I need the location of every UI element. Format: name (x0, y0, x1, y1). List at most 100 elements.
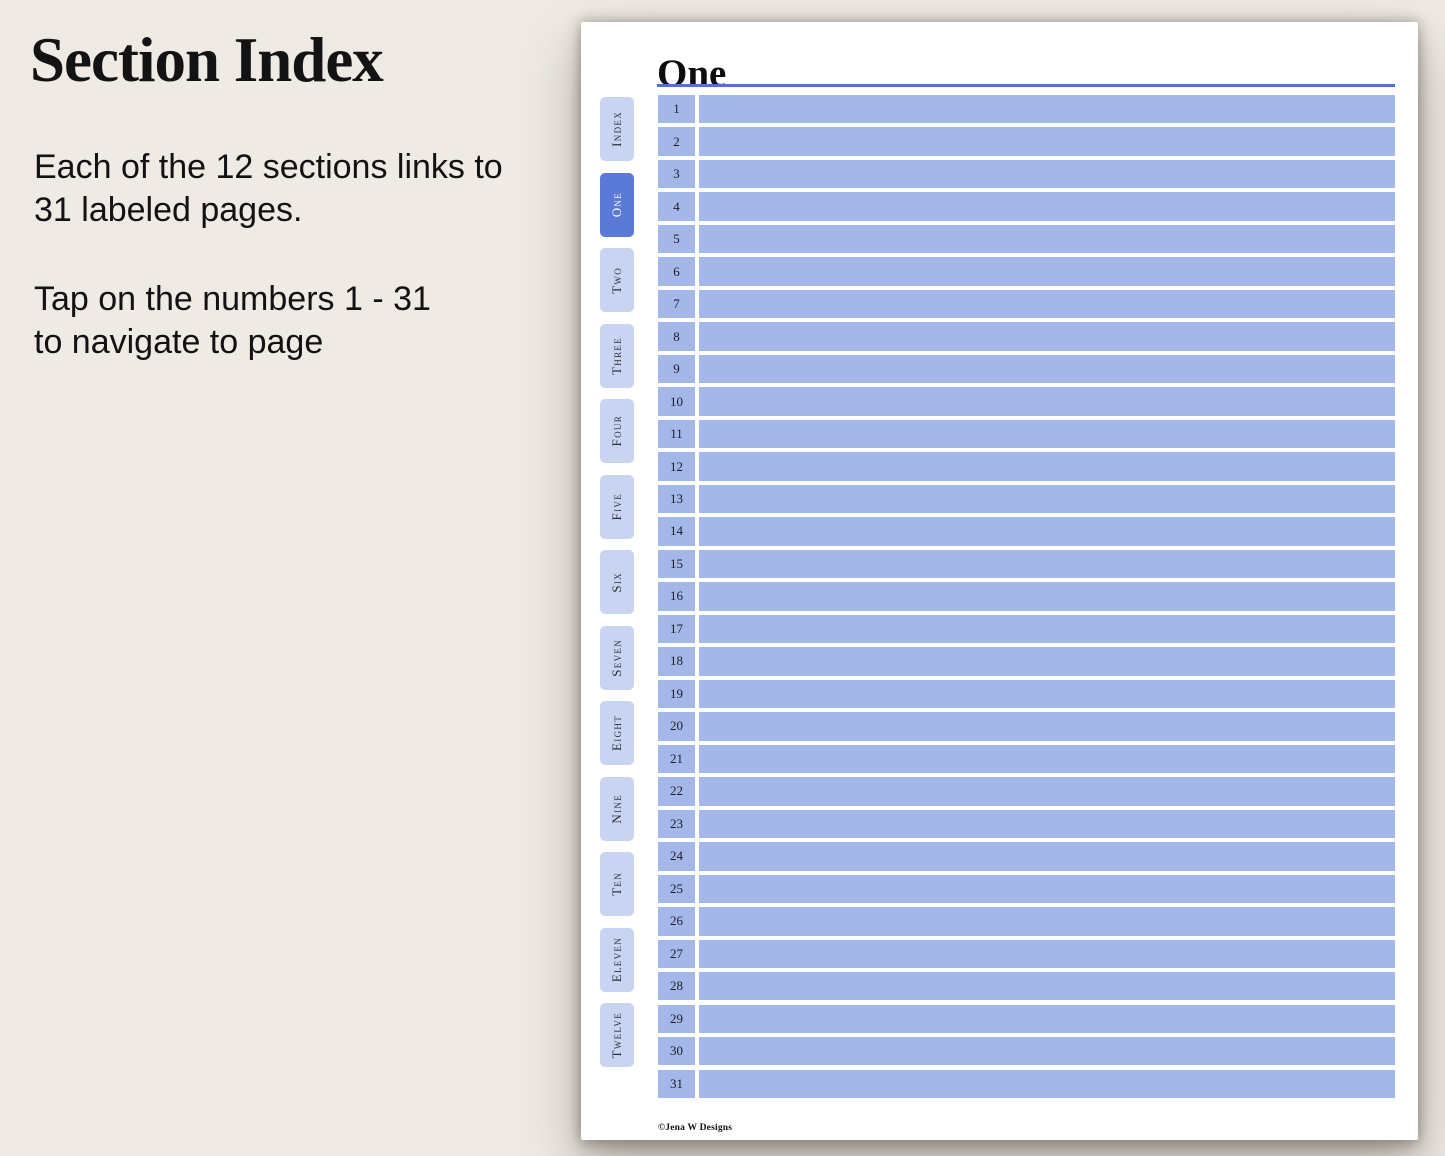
page-number-link[interactable]: 31 (658, 1069, 695, 1098)
tab-label: Four (609, 415, 624, 447)
page-number-link[interactable]: 19 (658, 679, 695, 709)
sidebar-tab-eight[interactable]: Eight (600, 701, 634, 765)
index-row: 4 (658, 192, 1395, 221)
page-number-link[interactable]: 20 (658, 712, 695, 741)
page-number-link[interactable]: 7 (658, 289, 695, 319)
row-label-bar (699, 224, 1395, 254)
sidebar-tab-two[interactable]: Two (600, 248, 634, 312)
row-label-bar (699, 744, 1395, 774)
sidebar-tab-seven[interactable]: Seven (600, 625, 634, 690)
page-number-link[interactable]: 3 (658, 159, 695, 189)
page-number-link[interactable]: 6 (658, 257, 695, 286)
index-row: 1 (658, 95, 1395, 124)
page-number-link[interactable]: 18 (658, 647, 695, 676)
page-number-link[interactable]: 16 (658, 582, 695, 611)
sidebar-tab-ten[interactable]: Ten (600, 852, 634, 916)
row-label-bar (699, 387, 1395, 416)
sidebar-tab-five[interactable]: Five (600, 474, 634, 539)
instruction-paragraph-2: Tap on the numbers 1 - 31 to navigate to… (34, 278, 431, 364)
tab-label: Three (609, 336, 624, 375)
index-row: 17 (658, 614, 1395, 644)
row-label-bar (699, 874, 1395, 904)
page-number-link[interactable]: 9 (658, 354, 695, 384)
page-number-link[interactable]: 14 (658, 517, 695, 546)
row-label-bar (699, 712, 1395, 741)
sidebar-tab-four[interactable]: Four (600, 399, 634, 463)
page-number-link[interactable]: 23 (658, 809, 695, 839)
page-number-link[interactable]: 26 (658, 907, 695, 936)
page-number-link[interactable]: 30 (658, 1037, 695, 1066)
index-row: 26 (658, 907, 1395, 936)
index-row: 9 (658, 354, 1395, 384)
row-label-bar (699, 419, 1395, 449)
row-label-bar (699, 1069, 1395, 1098)
page-number-link[interactable]: 25 (658, 874, 695, 904)
index-row: 12 (658, 452, 1395, 481)
index-row: 25 (658, 874, 1395, 904)
section-title: One (657, 52, 727, 95)
tab-label: Two (609, 266, 624, 294)
index-row: 19 (658, 679, 1395, 709)
index-row: 5 (658, 224, 1395, 254)
page-number-link[interactable]: 28 (658, 972, 695, 1001)
row-label-bar (699, 582, 1395, 611)
sidebar-tab-twelve[interactable]: Twelve (600, 1003, 634, 1067)
page-number-link[interactable]: 13 (658, 484, 695, 514)
title-divider (657, 84, 1395, 87)
index-row: 30 (658, 1037, 1395, 1066)
index-row: 11 (658, 419, 1395, 449)
row-label-bar (699, 322, 1395, 351)
index-row: 21 (658, 744, 1395, 774)
row-label-bar (699, 192, 1395, 221)
row-label-bar (699, 647, 1395, 676)
page-number-link[interactable]: 24 (658, 842, 695, 871)
tab-label: Seven (609, 638, 624, 677)
index-row: 13 (658, 484, 1395, 514)
index-row: 28 (658, 972, 1395, 1001)
sidebar-tab-three[interactable]: Three (600, 323, 634, 388)
row-label-bar (699, 484, 1395, 514)
page-number-link[interactable]: 4 (658, 192, 695, 221)
page-number-link[interactable]: 2 (658, 127, 695, 156)
tab-label: Five (609, 492, 624, 521)
page-number-link[interactable]: 1 (658, 95, 695, 124)
page-number-link[interactable]: 29 (658, 1004, 695, 1033)
page-number-link[interactable]: 17 (658, 614, 695, 644)
page-number-link[interactable]: 5 (658, 224, 695, 254)
row-label-bar (699, 907, 1395, 936)
row-label-bar (699, 517, 1395, 546)
index-row: 16 (658, 582, 1395, 611)
text-line: to navigate to page (34, 323, 324, 361)
row-label-bar (699, 289, 1395, 319)
instruction-paragraph-1: Each of the 12 sections links to 31 labe… (34, 146, 503, 232)
tab-label: Eight (609, 715, 624, 751)
page-number-link[interactable]: 21 (658, 744, 695, 774)
page-number-link[interactable]: 22 (658, 777, 695, 806)
row-label-bar (699, 549, 1395, 579)
sidebar-tab-nine[interactable]: Nine (600, 776, 634, 841)
row-label-bar (699, 1037, 1395, 1066)
row-label-bar (699, 972, 1395, 1001)
page-number-link[interactable]: 11 (658, 419, 695, 449)
page-number-link[interactable]: 27 (658, 939, 695, 968)
instructions-panel: Section Index Each of the 12 sections li… (0, 0, 560, 1156)
row-label-bar (699, 777, 1395, 806)
page-number-link[interactable]: 15 (658, 549, 695, 579)
page-number-link[interactable]: 8 (658, 322, 695, 351)
sidebar-tab-eleven[interactable]: Eleven (600, 927, 634, 992)
text-line: Each of the 12 sections links to (34, 148, 503, 186)
index-row: 10 (658, 387, 1395, 416)
copyright-text: ©Jena W Designs (658, 1123, 733, 1133)
sidebar-tab-index[interactable]: Index (600, 97, 634, 161)
index-row: 8 (658, 322, 1395, 351)
index-row: 29 (658, 1004, 1395, 1033)
tab-label: One (609, 191, 624, 218)
sidebar-tab-one[interactable]: One (600, 172, 634, 237)
row-label-bar (699, 257, 1395, 286)
index-row: 3 (658, 159, 1395, 189)
page-number-link[interactable]: 12 (658, 452, 695, 481)
sidebar-tab-six[interactable]: Six (600, 550, 634, 614)
index-row: 7 (658, 289, 1395, 319)
page-number-link[interactable]: 10 (658, 387, 695, 416)
